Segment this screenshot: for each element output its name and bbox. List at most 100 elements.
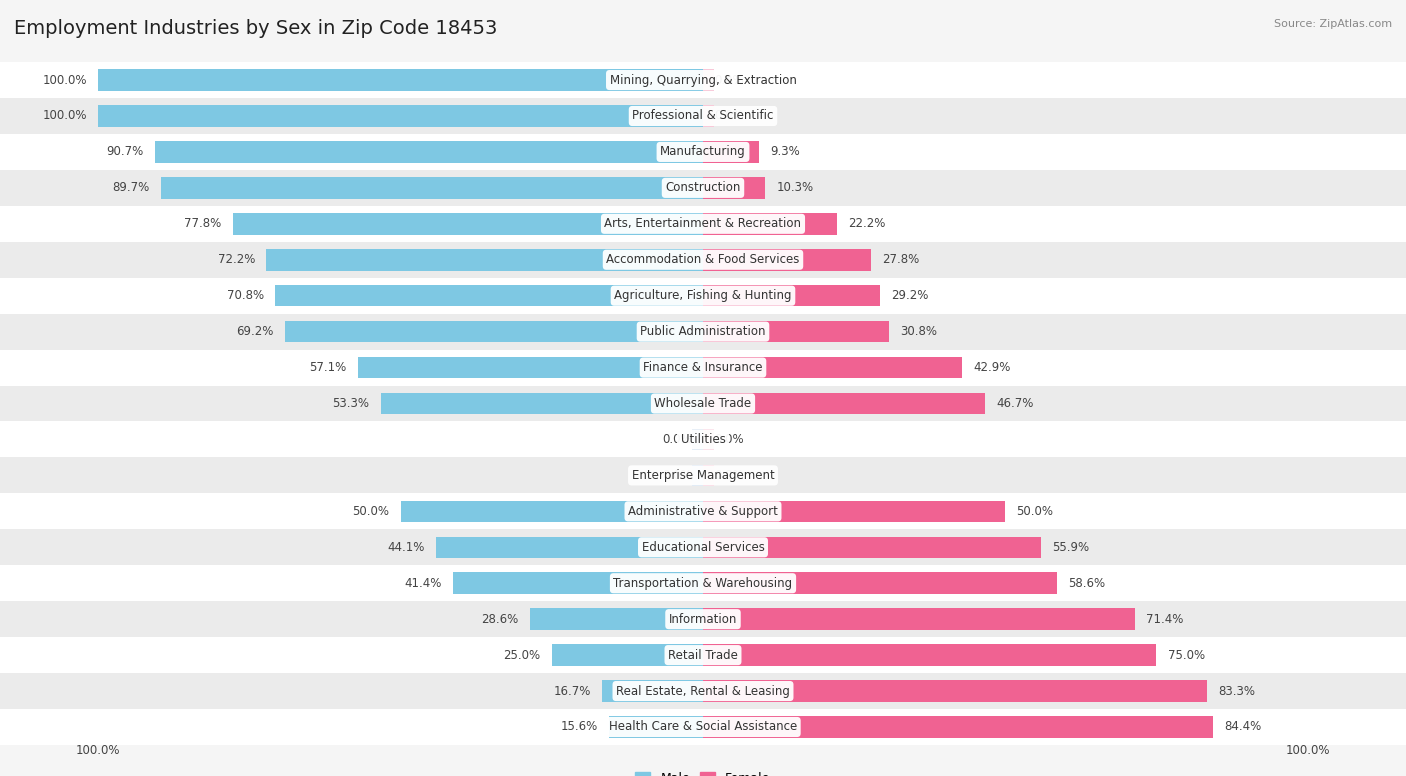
Bar — [609, 716, 703, 738]
Text: Enterprise Management: Enterprise Management — [631, 469, 775, 482]
Bar — [357, 357, 703, 379]
Bar — [0, 457, 1406, 494]
Bar — [276, 285, 703, 307]
Text: 10.3%: 10.3% — [776, 182, 814, 194]
Text: Construction: Construction — [665, 182, 741, 194]
Text: Real Estate, Rental & Leasing: Real Estate, Rental & Leasing — [616, 684, 790, 698]
Text: 25.0%: 25.0% — [503, 649, 540, 662]
Bar — [453, 573, 703, 594]
Text: Arts, Entertainment & Recreation: Arts, Entertainment & Recreation — [605, 217, 801, 230]
Text: 100.0%: 100.0% — [42, 109, 87, 123]
Bar — [160, 177, 703, 199]
Bar — [703, 357, 962, 379]
Text: 0.0%: 0.0% — [662, 433, 692, 446]
Bar — [0, 98, 1406, 134]
Text: 27.8%: 27.8% — [883, 253, 920, 266]
Bar — [530, 608, 703, 630]
Text: 46.7%: 46.7% — [997, 397, 1033, 410]
Text: 41.4%: 41.4% — [404, 577, 441, 590]
Bar — [703, 285, 880, 307]
Text: 28.6%: 28.6% — [482, 613, 519, 625]
Text: 100.0%: 100.0% — [76, 744, 121, 757]
Bar — [284, 320, 703, 342]
Text: 29.2%: 29.2% — [891, 289, 928, 302]
Bar — [703, 249, 872, 271]
Bar — [0, 421, 1406, 457]
Bar — [0, 709, 1406, 745]
Bar — [0, 278, 1406, 314]
Bar — [381, 393, 703, 414]
Text: 77.8%: 77.8% — [184, 217, 221, 230]
Text: 70.8%: 70.8% — [226, 289, 264, 302]
Text: 71.4%: 71.4% — [1146, 613, 1184, 625]
Text: 57.1%: 57.1% — [309, 361, 346, 374]
Text: 55.9%: 55.9% — [1052, 541, 1090, 554]
Text: 50.0%: 50.0% — [1017, 505, 1053, 518]
Text: 75.0%: 75.0% — [1167, 649, 1205, 662]
Text: 69.2%: 69.2% — [236, 325, 273, 338]
Text: Utilities: Utilities — [681, 433, 725, 446]
Bar — [0, 673, 1406, 709]
Text: 84.4%: 84.4% — [1225, 720, 1261, 733]
Text: 22.2%: 22.2% — [848, 217, 886, 230]
Bar — [155, 141, 703, 163]
Bar — [551, 644, 703, 666]
Text: Educational Services: Educational Services — [641, 541, 765, 554]
Text: 30.8%: 30.8% — [900, 325, 938, 338]
Bar — [703, 608, 1135, 630]
Text: 0.0%: 0.0% — [714, 74, 744, 87]
Bar — [0, 206, 1406, 242]
Bar — [0, 62, 1406, 98]
Bar — [703, 428, 714, 450]
Text: 0.0%: 0.0% — [714, 109, 744, 123]
Text: 50.0%: 50.0% — [353, 505, 389, 518]
Bar — [703, 106, 714, 126]
Text: 53.3%: 53.3% — [332, 397, 370, 410]
Bar — [98, 69, 703, 91]
Text: 0.0%: 0.0% — [714, 469, 744, 482]
Text: 42.9%: 42.9% — [973, 361, 1011, 374]
Bar — [602, 681, 703, 702]
Bar — [401, 501, 703, 522]
Text: Transportation & Warehousing: Transportation & Warehousing — [613, 577, 793, 590]
Bar — [0, 601, 1406, 637]
Text: Source: ZipAtlas.com: Source: ZipAtlas.com — [1274, 19, 1392, 29]
Text: 100.0%: 100.0% — [1285, 744, 1330, 757]
Bar — [703, 213, 837, 234]
Text: Wholesale Trade: Wholesale Trade — [654, 397, 752, 410]
Bar — [703, 141, 759, 163]
Text: 16.7%: 16.7% — [554, 684, 591, 698]
Bar — [0, 529, 1406, 565]
Legend: Male, Female: Male, Female — [630, 767, 776, 776]
Text: Accommodation & Food Services: Accommodation & Food Services — [606, 253, 800, 266]
Bar — [703, 501, 1005, 522]
Text: Administrative & Support: Administrative & Support — [628, 505, 778, 518]
Text: 44.1%: 44.1% — [388, 541, 425, 554]
Text: 0.0%: 0.0% — [662, 469, 692, 482]
Bar — [703, 536, 1040, 558]
Text: Health Care & Social Assistance: Health Care & Social Assistance — [609, 720, 797, 733]
Text: 58.6%: 58.6% — [1069, 577, 1105, 590]
Text: 0.0%: 0.0% — [714, 433, 744, 446]
Bar — [98, 106, 703, 126]
Text: Public Administration: Public Administration — [640, 325, 766, 338]
Bar — [0, 134, 1406, 170]
Bar — [0, 386, 1406, 421]
Bar — [0, 350, 1406, 386]
Text: Professional & Scientific: Professional & Scientific — [633, 109, 773, 123]
Bar — [0, 170, 1406, 206]
Bar — [0, 637, 1406, 673]
Text: Manufacturing: Manufacturing — [661, 145, 745, 158]
Bar — [703, 69, 714, 91]
Text: Employment Industries by Sex in Zip Code 18453: Employment Industries by Sex in Zip Code… — [14, 19, 498, 38]
Bar — [436, 536, 703, 558]
Text: 9.3%: 9.3% — [770, 145, 800, 158]
Bar — [0, 494, 1406, 529]
Text: Agriculture, Fishing & Hunting: Agriculture, Fishing & Hunting — [614, 289, 792, 302]
Text: 100.0%: 100.0% — [42, 74, 87, 87]
Bar — [703, 465, 714, 487]
Bar — [703, 644, 1156, 666]
Bar — [703, 177, 765, 199]
Bar — [692, 465, 703, 487]
Text: 15.6%: 15.6% — [560, 720, 598, 733]
